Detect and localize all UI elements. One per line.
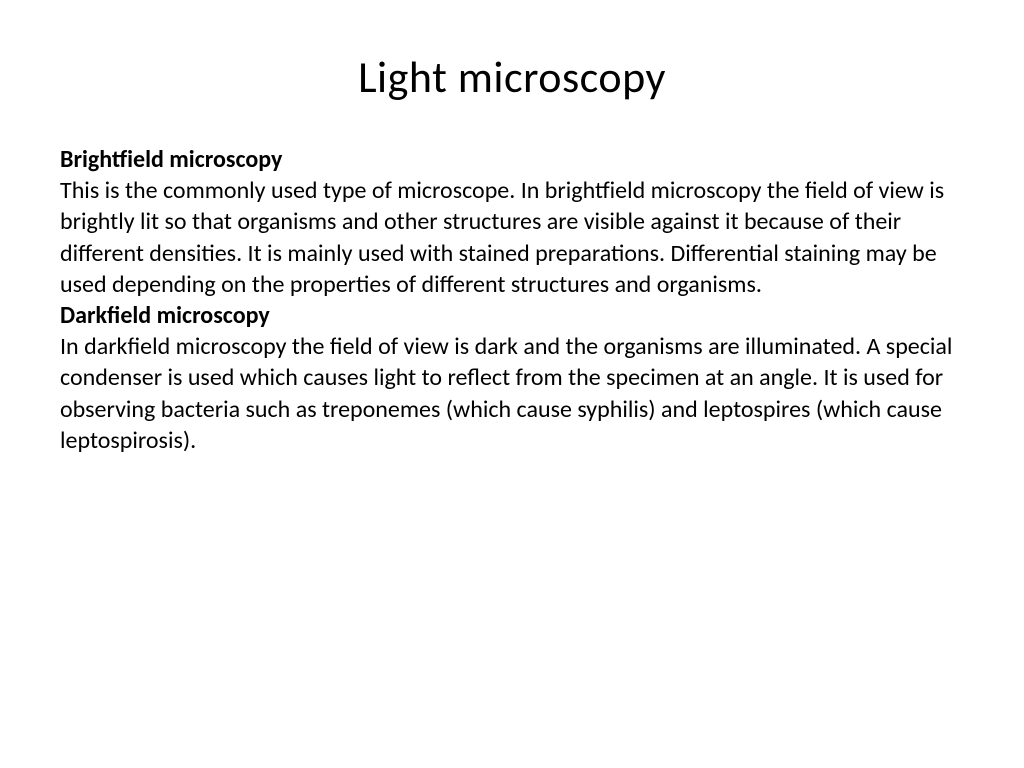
- slide-title: Light microscopy: [60, 50, 964, 104]
- section-heading-darkfield: Darkfield microscopy: [60, 301, 270, 330]
- section-body-darkfield: In darkfield microscopy the field of vie…: [60, 332, 952, 455]
- slide-content: Brightfield microscopy This is the commo…: [60, 144, 964, 456]
- section-darkfield: Darkfield microscopy In darkfield micros…: [60, 300, 964, 456]
- section-body-brightfield: This is the commonly used type of micros…: [60, 176, 944, 299]
- section-brightfield: Brightfield microscopy This is the commo…: [60, 144, 964, 300]
- section-heading-brightfield: Brightfield microscopy: [60, 145, 282, 174]
